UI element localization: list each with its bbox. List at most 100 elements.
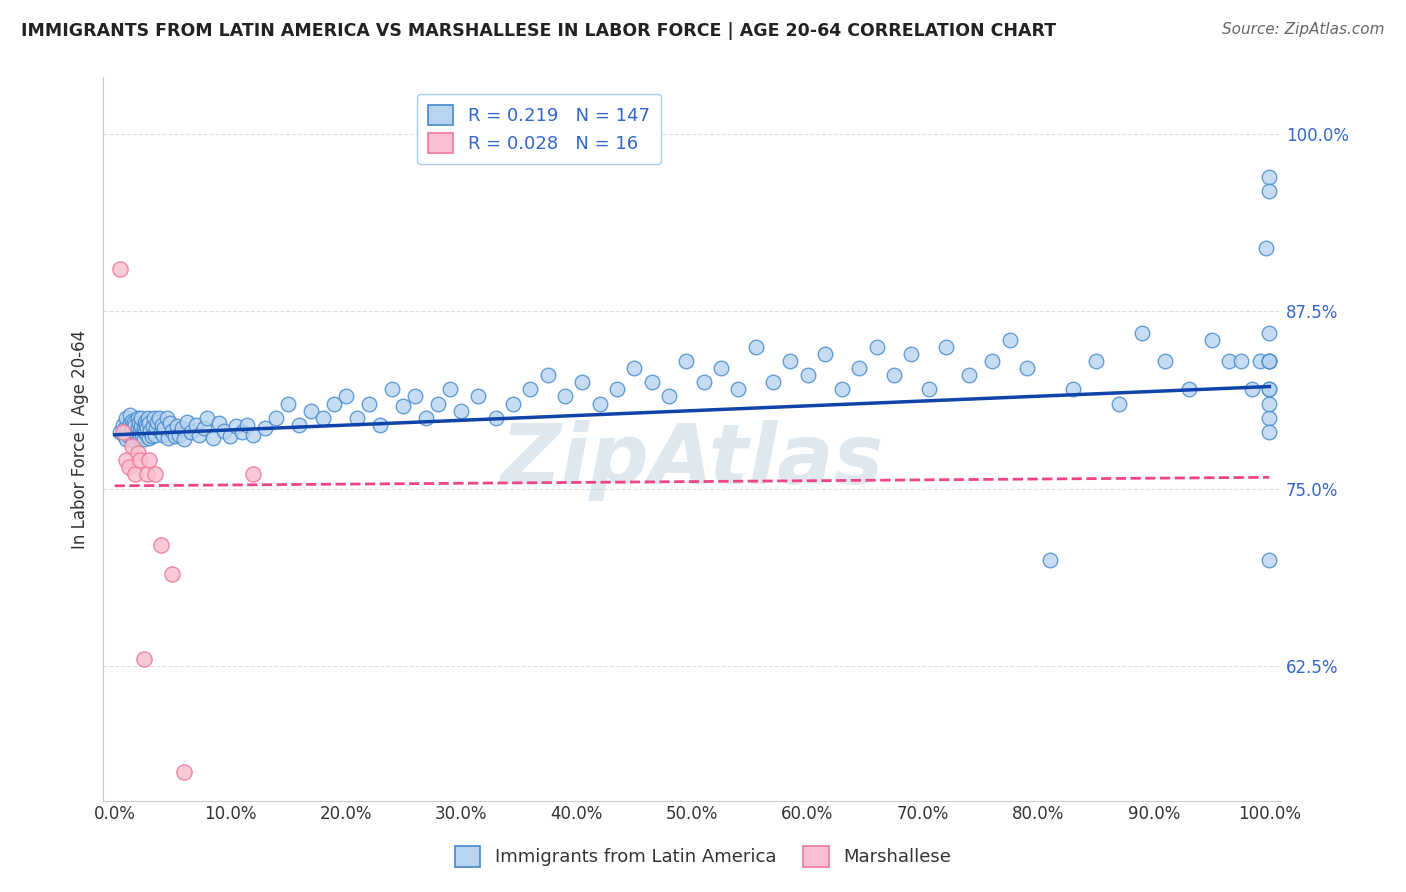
Point [148,410,170,425]
Point [900,347,922,361]
Point [710,361,733,376]
Point [1241,383,1264,397]
Point [606,383,628,397]
Point [112,427,135,442]
Point [131,427,153,442]
Point [236,417,259,432]
Point [1258,354,1281,368]
Point [124,467,146,482]
Point [640,376,662,390]
Point [110,425,132,439]
Point [814,347,837,361]
Point [145,420,167,434]
Point [998,333,1021,347]
Point [129,419,152,434]
Point [1258,383,1281,397]
Point [129,410,152,425]
Point [180,425,202,439]
Text: Source: ZipAtlas.com: Source: ZipAtlas.com [1222,22,1385,37]
Point [136,467,159,482]
Point [1039,552,1062,566]
Point [135,417,157,432]
Point [195,410,218,425]
Point [127,446,149,460]
Point [188,427,211,442]
Point [169,427,191,442]
Point [115,453,138,467]
Point [571,376,593,390]
Point [153,420,176,434]
Point [118,417,141,431]
Point [323,396,346,410]
Point [120,426,142,441]
Point [122,434,145,448]
Point [266,410,288,425]
Point [381,383,404,397]
Point [142,419,165,434]
Point [128,431,150,445]
Point [404,389,426,403]
Point [225,419,247,434]
Point [692,376,714,390]
Point [117,460,139,475]
Point [129,424,152,438]
Point [138,417,160,431]
Point [392,400,415,414]
Point [744,340,766,354]
Point [166,419,188,434]
Point [1132,326,1154,340]
Point [141,429,163,443]
Point [124,415,146,429]
Point [156,431,179,445]
Point [124,425,146,439]
Point [1258,184,1281,198]
Point [156,410,179,425]
Point [727,383,749,397]
Point [132,652,155,666]
Point [121,439,143,453]
Point [231,425,253,439]
Point [981,354,1004,368]
Point [138,453,160,467]
Point [110,261,132,276]
Point [918,383,941,397]
Point [132,420,155,434]
Point [1258,354,1281,368]
Point [159,417,181,431]
Point [143,427,166,442]
Point [136,410,159,425]
Point [207,417,229,431]
Point [128,417,150,431]
Point [138,431,160,445]
Point [162,424,184,438]
Point [170,420,193,434]
Point [589,396,612,410]
Point [121,414,143,428]
Point [149,538,172,552]
Point [242,427,264,442]
Point [277,396,299,410]
Point [176,415,198,429]
Point [1258,396,1281,410]
Point [866,340,889,354]
Point [1258,383,1281,397]
Point [1258,425,1281,439]
Point [1258,354,1281,368]
Point [311,410,333,425]
Point [450,403,472,417]
Point [335,389,357,403]
Point [173,765,195,780]
Point [111,417,134,432]
Point [779,354,801,368]
Point [134,425,156,439]
Point [253,420,276,434]
Point [150,417,173,432]
Point [163,429,186,443]
Point [368,417,391,432]
Point [142,410,165,425]
Point [537,368,560,383]
Point [957,368,980,383]
Legend: R = 0.219   N = 147, R = 0.028   N = 16: R = 0.219 N = 147, R = 0.028 N = 16 [418,94,661,164]
Point [1062,383,1084,397]
Point [299,403,322,417]
